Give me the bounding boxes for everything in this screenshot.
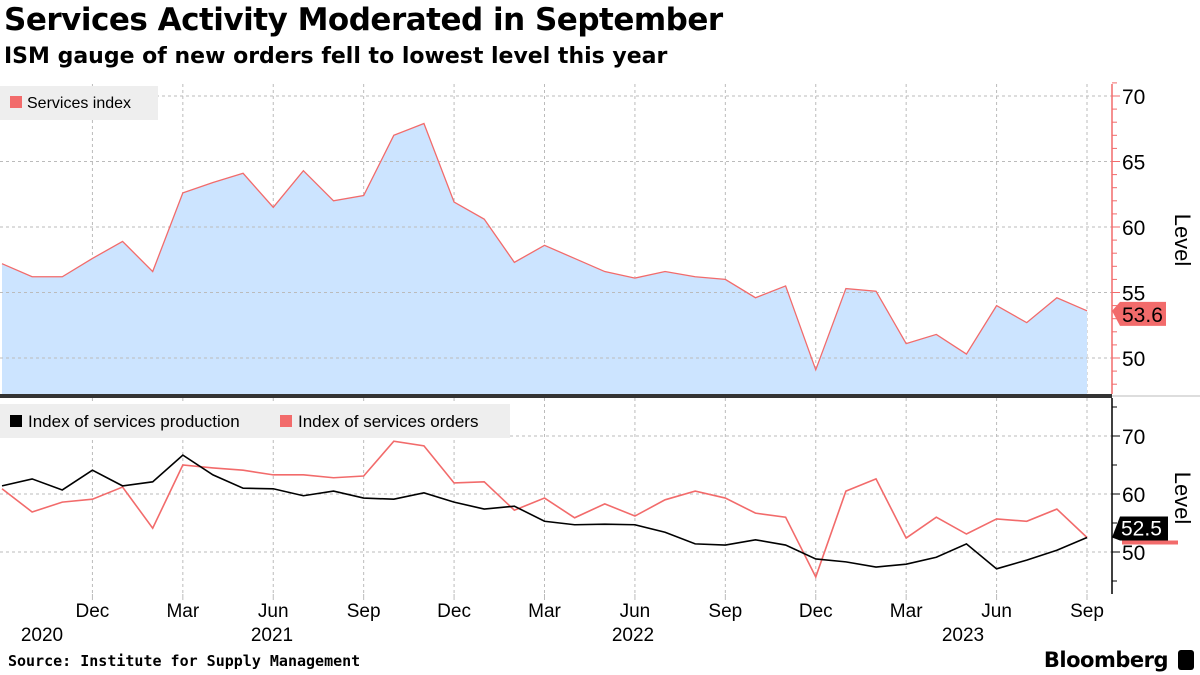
x-tick-label: Jun xyxy=(258,601,289,622)
x-tick-label: Dec xyxy=(437,601,471,622)
bottom-last-value-orders-marker xyxy=(1122,540,1178,545)
bottom-y-tick-label: 60 xyxy=(1122,484,1145,507)
chart-subtitle: ISM gauge of new orders fell to lowest l… xyxy=(4,44,668,69)
x-year-label: 2022 xyxy=(612,625,654,646)
legend-label-services-index: Services index xyxy=(27,95,131,112)
services-index-area xyxy=(2,123,1087,394)
top-last-value-badge xyxy=(1112,301,1166,326)
x-tick-label: Dec xyxy=(799,601,833,622)
x-tick-label: Jun xyxy=(981,601,1012,622)
top-y-tick-label: 55 xyxy=(1122,283,1145,306)
bloomberg-logo: Bloomberg xyxy=(1043,648,1169,672)
bottom-last-value-label: 52.5 xyxy=(1121,518,1162,541)
legend-swatch-services-index xyxy=(10,96,22,108)
x-year-label: 2023 xyxy=(942,625,984,646)
bloomberg-logo-icon xyxy=(1178,650,1194,670)
top-last-value-label: 53.6 xyxy=(1122,304,1163,327)
chart-title: Services Activity Moderated in September xyxy=(4,2,723,38)
legend-swatch-services-orders xyxy=(280,415,292,427)
top-y-tick-label: 70 xyxy=(1122,86,1145,109)
panel-separator xyxy=(0,394,1112,398)
x-year-label: 2020 xyxy=(21,625,63,646)
top-y-axis-label: Level xyxy=(1170,214,1195,267)
x-tick-label: Sep xyxy=(1070,601,1104,622)
top-y-tick-label: 50 xyxy=(1122,348,1145,371)
x-tick-label: Jun xyxy=(620,601,651,622)
top-y-tick-label: 65 xyxy=(1122,152,1145,175)
legend-label-services-production: Index of services production xyxy=(28,412,240,431)
bottom-legend-box xyxy=(0,404,510,438)
legend-swatch-services-production xyxy=(10,415,22,427)
bottom-y-tick-label: 50 xyxy=(1122,542,1145,565)
bottom-last-value-badge xyxy=(1112,516,1168,541)
source-note: Source: Institute for Supply Management xyxy=(8,652,361,670)
x-tick-label: Mar xyxy=(890,601,923,622)
x-tick-label: Sep xyxy=(347,601,381,622)
x-tick-label: Mar xyxy=(528,601,561,622)
x-tick-label: Dec xyxy=(76,601,110,622)
top-legend-box xyxy=(0,86,158,120)
bottom-y-tick-label: 70 xyxy=(1122,426,1145,449)
x-year-label: 2021 xyxy=(251,625,293,646)
top-y-tick-label: 60 xyxy=(1122,217,1145,240)
x-tick-label: Sep xyxy=(708,601,742,622)
x-tick-label: Mar xyxy=(166,601,199,622)
bottom-y-axis-label: Level xyxy=(1170,472,1195,525)
legend-label-services-orders: Index of services orders xyxy=(298,412,478,431)
